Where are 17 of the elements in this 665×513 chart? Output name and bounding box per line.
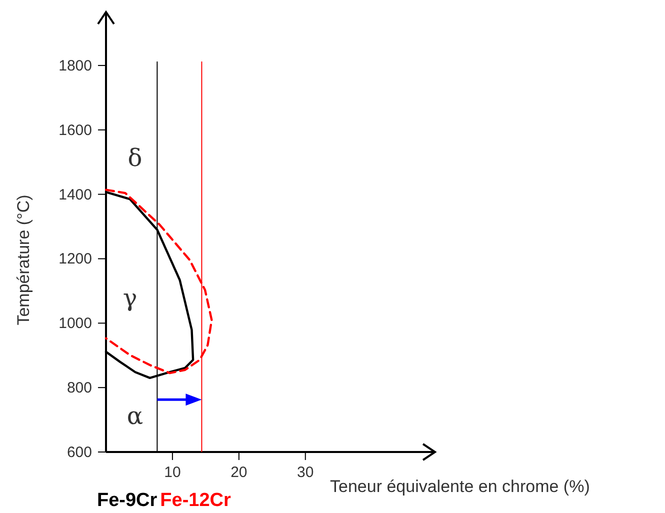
y-tick-label: 1200 [58,250,92,268]
annotation: γ [122,284,138,312]
y-tick-label: 800 [66,380,92,397]
x-tick-label: 10 [164,464,181,481]
y-tick-label: 1000 [58,315,92,332]
x-tick-label: 30 [297,464,314,481]
x-axis-title: Teneur équivalente en chrome (%) [330,477,590,496]
ref-line-label: Fe-12Cr [160,490,232,511]
x-tick-label: 20 [230,464,248,481]
annotation: α [126,402,144,430]
annotation: δ [128,144,142,172]
y-tick-label: 600 [66,444,92,461]
y-tick-label: 1800 [58,57,92,74]
ref-line-label: Fe-9Cr [96,490,158,511]
y-tick-label: 1400 [58,186,92,204]
y-axis-title: Température (°C) [14,194,33,326]
y-tick-label: 1600 [58,122,92,139]
